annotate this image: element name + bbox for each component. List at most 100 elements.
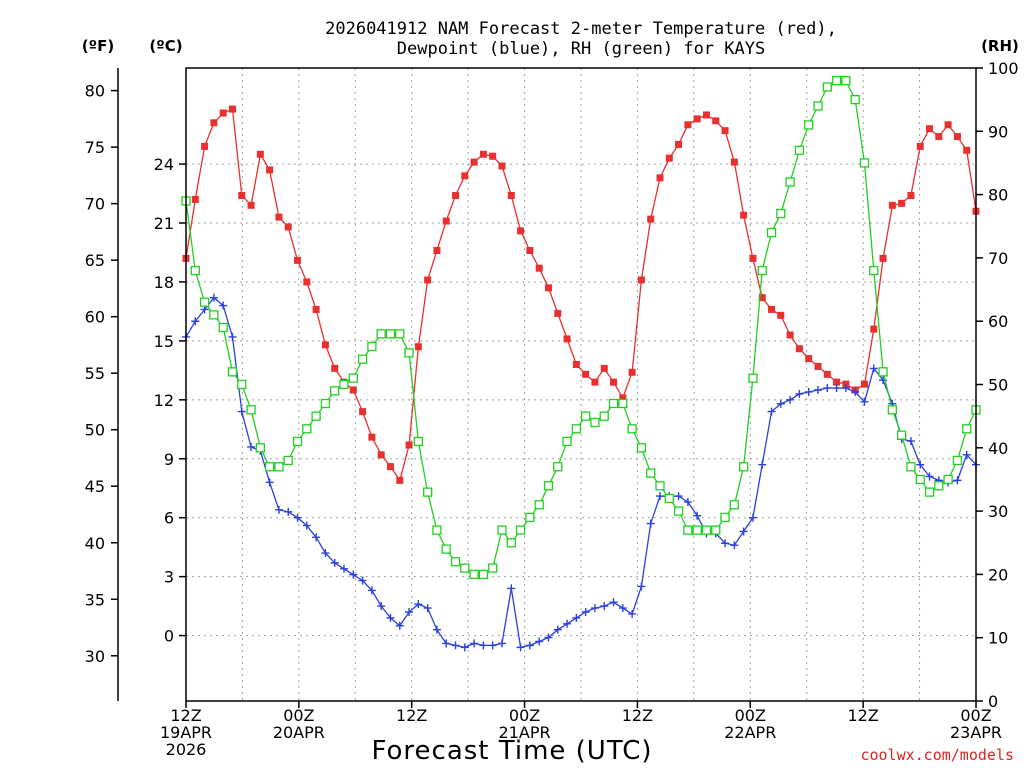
celsius-tick-label: 6 bbox=[164, 509, 174, 528]
dewpoint-point bbox=[432, 625, 441, 634]
rh-point bbox=[757, 265, 767, 276]
dewpoint-point bbox=[395, 621, 404, 630]
temperature-point bbox=[201, 142, 209, 150]
rh-point bbox=[376, 329, 386, 339]
dewpoint-point bbox=[563, 619, 572, 628]
temperature-point bbox=[452, 192, 460, 200]
rh-point bbox=[720, 512, 730, 523]
rh-point bbox=[785, 177, 795, 187]
rh-point bbox=[934, 481, 944, 491]
rh-point bbox=[748, 373, 758, 383]
rh-point bbox=[432, 525, 442, 535]
fahrenheit-tick-label: 80 bbox=[85, 82, 105, 101]
rh-point bbox=[525, 512, 535, 523]
dewpoint-point bbox=[553, 625, 562, 634]
rh-point bbox=[915, 474, 925, 485]
temperature-point bbox=[535, 264, 543, 272]
rh-tick-label: 70 bbox=[988, 249, 1008, 268]
temperature-point bbox=[926, 125, 934, 133]
fahrenheit-tick-label: 45 bbox=[85, 477, 105, 496]
temperature-point bbox=[414, 343, 422, 351]
rh-point bbox=[357, 354, 368, 364]
dewpoint-point bbox=[851, 387, 860, 396]
rh-tick-label: 0 bbox=[988, 692, 998, 711]
temperature-point bbox=[424, 276, 432, 284]
temperature-point bbox=[684, 121, 692, 129]
temperature-point bbox=[610, 378, 618, 386]
rh-point bbox=[255, 443, 266, 453]
temperature-point bbox=[879, 254, 887, 262]
dewpoint-point bbox=[507, 584, 516, 593]
rh-point bbox=[413, 436, 424, 447]
rh-point bbox=[692, 525, 702, 535]
temperature-point bbox=[805, 355, 813, 363]
dewpoint-point bbox=[209, 293, 218, 302]
x-tick-label: 12Z bbox=[622, 706, 653, 725]
celsius-tick-label: 9 bbox=[164, 450, 174, 469]
temperature-point bbox=[833, 378, 841, 386]
rh-tick-label: 100 bbox=[988, 59, 1019, 78]
rh-point bbox=[246, 405, 256, 415]
dewpoint-point bbox=[293, 513, 302, 522]
grid-lines bbox=[186, 68, 976, 701]
temperature-point bbox=[312, 305, 320, 313]
axis-layer: 0 3 6 9 12 15 18 21 24 30 35 40 45 50 55 60 65 70 75 80 0 10 2… bbox=[85, 59, 1019, 759]
temperature-point bbox=[675, 140, 683, 148]
rh-point bbox=[683, 525, 693, 535]
temperature-point bbox=[238, 192, 246, 200]
temperature-point bbox=[359, 408, 367, 416]
temperature-point bbox=[442, 217, 450, 225]
rh-point bbox=[422, 487, 433, 497]
dewpoint-point bbox=[219, 301, 228, 310]
temperature-point bbox=[405, 441, 413, 449]
dewpoint-point bbox=[321, 549, 330, 558]
dewpoint-point bbox=[312, 533, 321, 542]
rh-tick-label: 50 bbox=[988, 376, 1008, 395]
temperature-point bbox=[656, 174, 664, 182]
fahrenheit-tick-label: 60 bbox=[85, 308, 105, 327]
rh-point bbox=[478, 569, 489, 580]
temperature-point bbox=[907, 192, 915, 200]
rh-point bbox=[292, 436, 303, 447]
rh-tick-label: 10 bbox=[988, 629, 1008, 648]
x-tick-label: 12Z bbox=[847, 706, 878, 725]
dewpoint-point bbox=[237, 407, 246, 416]
dewpoint-point bbox=[572, 613, 581, 622]
rh-point bbox=[302, 424, 312, 434]
temperature-point bbox=[396, 476, 404, 484]
rh-point bbox=[729, 500, 740, 510]
temperature-point bbox=[368, 433, 376, 441]
dewpoint-point bbox=[721, 539, 730, 548]
rh-point bbox=[227, 367, 238, 377]
rh-point bbox=[348, 373, 358, 383]
rh-point bbox=[553, 462, 563, 472]
rh-point bbox=[562, 436, 572, 447]
fahrenheit-tick-label: 75 bbox=[85, 138, 105, 157]
dewpoint-point bbox=[535, 637, 544, 646]
temperature-point bbox=[377, 451, 385, 459]
temperature-point bbox=[544, 284, 552, 292]
celsius-tick-label: 12 bbox=[154, 391, 174, 410]
rh-point bbox=[469, 569, 479, 580]
x-tick-label: 00Z bbox=[283, 706, 314, 725]
dewpoint-point bbox=[674, 492, 683, 501]
plot-frame bbox=[185, 67, 977, 702]
rh-point bbox=[776, 208, 786, 219]
dewpoint-point bbox=[628, 609, 637, 618]
dewpoint-point bbox=[906, 437, 915, 446]
temperature-point bbox=[768, 305, 776, 313]
temperature-point bbox=[712, 117, 720, 125]
dewpoint-point bbox=[758, 460, 767, 469]
rh-point bbox=[283, 455, 293, 466]
rh-point bbox=[618, 398, 628, 409]
dewpoint-point bbox=[786, 395, 795, 404]
temperature-point bbox=[210, 119, 218, 127]
rh-point bbox=[274, 462, 284, 472]
temperature-point bbox=[294, 256, 302, 264]
celsius-tick-label: 3 bbox=[164, 568, 174, 587]
temperature-point bbox=[303, 278, 311, 286]
chart-title-line-2: Dewpoint (blue), RH (green) for KAYS bbox=[397, 39, 765, 59]
temperature-point bbox=[247, 201, 255, 209]
dewpoint-point bbox=[767, 407, 776, 416]
